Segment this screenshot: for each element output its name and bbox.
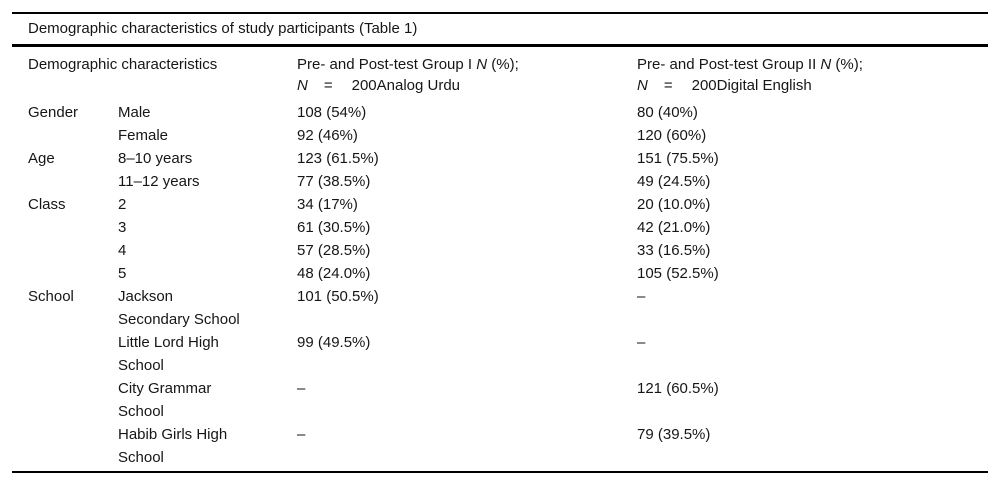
- table-row: 11–12 years 77 (38.5%) 49 (24.5%): [12, 170, 988, 193]
- cell-subcategory: Little Lord High School: [118, 334, 219, 374]
- cell-category: Class: [28, 196, 66, 213]
- table-row: 3 61 (30.5%) 42 (21.0%): [12, 216, 988, 239]
- header-group2-n-value: 200Digital English: [691, 77, 812, 94]
- cell-subcategory: 4: [118, 242, 127, 259]
- header-group1-percent-label: (%);: [487, 56, 519, 73]
- cell-group2-value: –: [637, 288, 646, 305]
- n-symbol: N: [476, 56, 488, 73]
- paper-table: Demographic characteristics of study par…: [12, 12, 988, 473]
- cell-group1-value: 61 (30.5%): [297, 219, 371, 236]
- n-symbol: N: [637, 77, 648, 94]
- cell-group1-value: –: [297, 380, 306, 397]
- header-group2-title: Pre- and Post-test Group II: [637, 56, 821, 73]
- table-row: Habib Girls High School – 79 (39.5%): [12, 423, 988, 469]
- table-bottom-rule: [12, 471, 988, 473]
- cell-category: School: [28, 288, 74, 305]
- header-group1-title: Pre- and Post-test Group I: [297, 56, 477, 73]
- table-row: Female 92 (46%) 120 (60%): [12, 124, 988, 147]
- cell-subcategory: Jackson Secondary School: [118, 288, 240, 328]
- table-body: Gender Male 108 (54%) 80 (40%) Female 92…: [12, 101, 988, 469]
- header-col-demographic: Demographic characteristics: [28, 56, 218, 73]
- cell-group2-value: 33 (16.5%): [637, 242, 711, 259]
- table-row: 4 57 (28.5%) 33 (16.5%): [12, 239, 988, 262]
- cell-category: Gender: [28, 104, 79, 121]
- cell-group2-value: 80 (40%): [637, 104, 698, 121]
- table-row: Class 2 34 (17%) 20 (10.0%): [12, 193, 988, 216]
- cell-subcategory: 11–12 years: [118, 173, 200, 190]
- n-symbol: N: [297, 77, 308, 94]
- table-row: 5 48 (24.0%) 105 (52.5%): [12, 262, 988, 285]
- cell-group2-value: 105 (52.5%): [637, 265, 719, 282]
- header-group1-line1: Pre- and Post-test Group I N (%);: [297, 54, 637, 75]
- table-row: Gender Male 108 (54%) 80 (40%): [12, 101, 988, 124]
- cell-group1-value: 92 (46%): [297, 127, 358, 144]
- cell-group2-value: 20 (10.0%): [637, 196, 711, 213]
- cell-group1-value: 57 (28.5%): [297, 242, 371, 259]
- cell-group1-value: 101 (50.5%): [297, 288, 379, 305]
- header-group2-line2: N = 200Digital English: [637, 75, 988, 96]
- n-symbol: N: [820, 56, 832, 73]
- cell-group1-value: 34 (17%): [297, 196, 358, 213]
- header-group1-line2: N = 200Analog Urdu: [297, 75, 637, 96]
- caption-rule: [12, 44, 988, 47]
- header-col-group1: Pre- and Post-test Group I N (%); N = 200A…: [297, 54, 637, 96]
- cell-subcategory: Female: [118, 127, 169, 144]
- header-col-group2: Pre- and Post-test Group II N (%); N = 200…: [637, 54, 988, 96]
- table-caption: Demographic characteristics of study par…: [28, 20, 418, 37]
- cell-group2-value: 79 (39.5%): [637, 426, 711, 443]
- cell-group1-value: 108 (54%): [297, 104, 367, 121]
- cell-category: Age: [28, 150, 55, 167]
- cell-group2-value: –: [637, 334, 646, 351]
- cell-group2-value: 42 (21.0%): [637, 219, 711, 236]
- cell-group1-value: 48 (24.0%): [297, 265, 371, 282]
- table-row: School Jackson Secondary School 101 (50.…: [12, 285, 988, 331]
- cell-subcategory: 8–10 years: [118, 150, 193, 167]
- cell-group1-value: 123 (61.5%): [297, 150, 379, 167]
- header-group2-percent-label: (%);: [831, 56, 863, 73]
- cell-group2-value: 120 (60%): [637, 127, 707, 144]
- cell-subcategory: Male: [118, 104, 151, 121]
- equals-sign: =: [323, 77, 333, 94]
- cell-subcategory: City Grammar School: [118, 380, 212, 420]
- cell-subcategory: Habib Girls High School: [118, 426, 228, 466]
- equals-sign: =: [663, 77, 673, 94]
- cell-group1-value: 77 (38.5%): [297, 173, 371, 190]
- table-top-rule: [12, 12, 988, 14]
- table-row: Little Lord High School 99 (49.5%) –: [12, 331, 988, 377]
- table-header-row: Demographic characteristics Pre- and Pos…: [12, 47, 988, 101]
- cell-subcategory: 5: [118, 265, 127, 282]
- table-row: City Grammar School – 121 (60.5%): [12, 377, 988, 423]
- cell-group1-value: 99 (49.5%): [297, 334, 371, 351]
- cell-subcategory: 2: [118, 196, 127, 213]
- cell-group2-value: 151 (75.5%): [637, 150, 719, 167]
- header-group2-line1: Pre- and Post-test Group II N (%);: [637, 54, 988, 75]
- table-row: Age 8–10 years 123 (61.5%) 151 (75.5%): [12, 147, 988, 170]
- cell-group2-value: 49 (24.5%): [637, 173, 711, 190]
- header-group1-n-value: 200Analog Urdu: [351, 77, 461, 94]
- cell-group1-value: –: [297, 426, 306, 443]
- cell-group2-value: 121 (60.5%): [637, 380, 719, 397]
- cell-subcategory: 3: [118, 219, 127, 236]
